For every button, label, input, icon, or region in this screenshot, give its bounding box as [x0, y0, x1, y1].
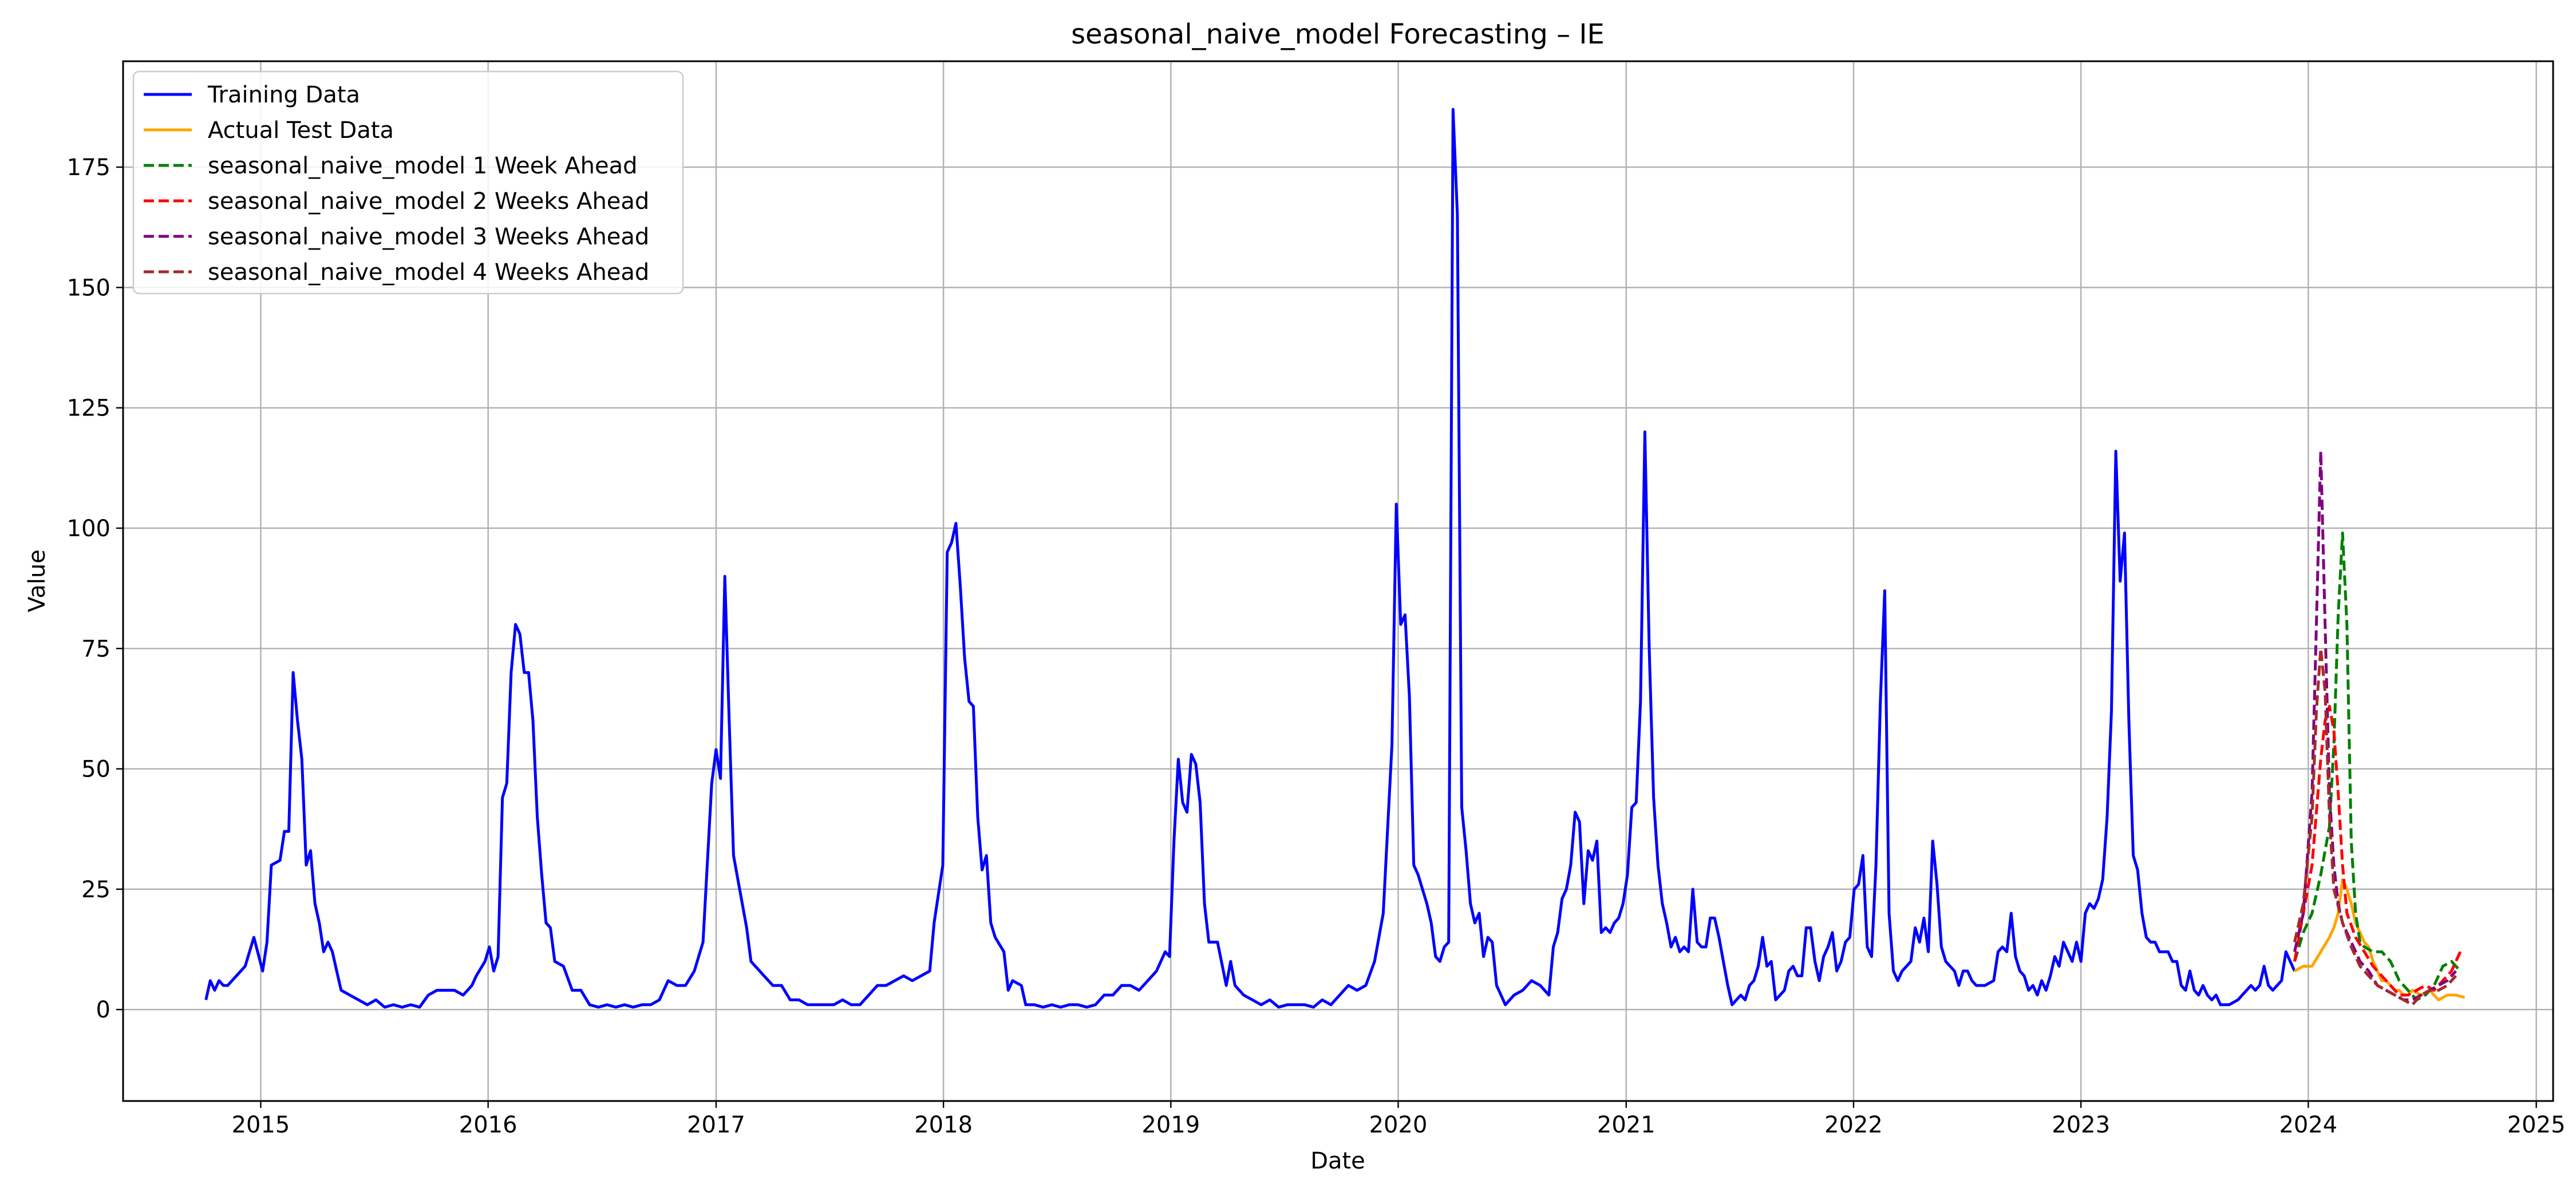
- y-tick-label: 50: [81, 757, 110, 783]
- legend-label: seasonal_naive_model 1 Week Ahead: [208, 153, 637, 179]
- x-axis-label: Date: [1310, 1148, 1365, 1174]
- y-tick-label: 175: [67, 155, 110, 181]
- legend-box: [132, 70, 684, 295]
- series-line-6: [2293, 647, 2458, 1007]
- legend: Training Data Actual Test Data seasonal_na…: [132, 70, 684, 295]
- x-tick-label: 2022: [1824, 1112, 1883, 1138]
- legend-label: seasonal_naive_model 4 Weeks Ahead: [208, 259, 649, 286]
- y-tick-label: 150: [67, 275, 110, 301]
- x-tick-label: 2021: [1597, 1112, 1656, 1138]
- series-line-2: [2294, 878, 2466, 1001]
- series-line-1: [204, 108, 2296, 1009]
- y-tick-label: 125: [67, 395, 110, 422]
- legend-label: Actual Test Data: [208, 117, 394, 144]
- y-tick-label: 75: [81, 636, 110, 662]
- x-tick-label: 2020: [1369, 1112, 1428, 1138]
- y-tick-label: 25: [81, 877, 110, 903]
- x-tick-label: 2019: [1141, 1112, 1200, 1138]
- y-tick-label: 0: [96, 997, 110, 1023]
- series-layer: [204, 108, 2466, 1009]
- x-tick-label: 2023: [2052, 1112, 2110, 1138]
- legend-label: seasonal_naive_model 2 Weeks Ahead: [208, 188, 649, 215]
- series-line-5: [2293, 449, 2458, 1001]
- chart-title: seasonal_naive_model Forecasting – IE: [1071, 18, 1605, 50]
- grid-layer: [123, 61, 2553, 1101]
- x-tick-label: 2025: [2507, 1112, 2566, 1138]
- tick-layer: 2015 2016 2017 2018 2019 2020 2021 2022 2023 2024…: [67, 155, 2566, 1138]
- x-tick-label: 2016: [459, 1112, 517, 1138]
- legend-label: seasonal_naive_model 3 Weeks Ahead: [208, 224, 649, 250]
- x-tick-label: 2018: [914, 1112, 973, 1138]
- x-tick-label: 2017: [687, 1112, 745, 1138]
- y-axis-label: Value: [24, 549, 50, 612]
- x-tick-label: 2024: [2279, 1112, 2337, 1138]
- legend-label: Training Data: [207, 82, 360, 108]
- y-tick-label: 100: [67, 516, 110, 542]
- x-tick-label: 2015: [232, 1112, 290, 1138]
- series-line-4: [2293, 704, 2462, 997]
- plot-frame: [122, 60, 2554, 1102]
